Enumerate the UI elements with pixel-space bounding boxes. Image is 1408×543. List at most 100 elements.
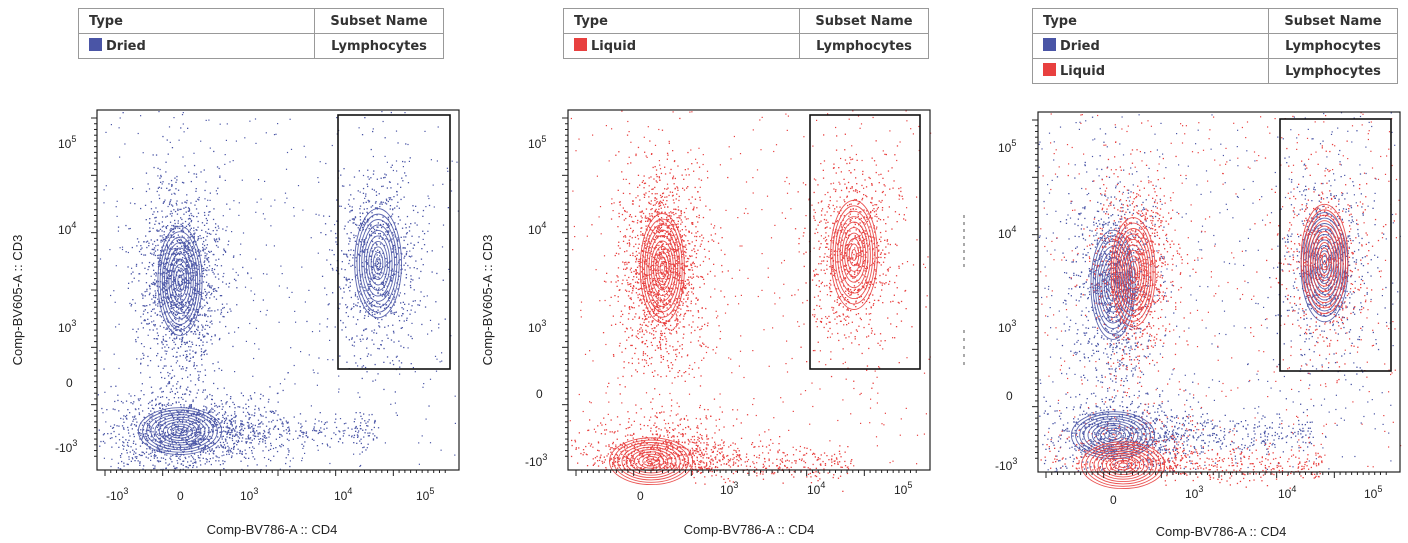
event-dot [195, 351, 197, 353]
event-dot [364, 328, 366, 330]
event-dot [395, 270, 397, 272]
event-dot [265, 465, 267, 467]
event-dot [162, 250, 164, 252]
event-dot [456, 161, 458, 163]
event-dot [167, 282, 169, 284]
event-dot [202, 246, 204, 249]
event-dot [166, 276, 169, 278]
event-dot [181, 429, 183, 432]
event-dot [305, 420, 307, 422]
event-dot [386, 230, 389, 232]
event-dot [659, 301, 662, 303]
event-dot [681, 286, 684, 289]
event-dot [205, 247, 208, 249]
event-dot [206, 267, 208, 269]
event-dot [193, 275, 195, 277]
event-dot [153, 240, 156, 243]
event-dot [326, 318, 329, 320]
event-dot [203, 409, 205, 411]
event-dot [175, 305, 177, 307]
event-dot [677, 340, 679, 343]
event-dot [173, 259, 175, 261]
event-dot [153, 338, 155, 340]
event-dot [224, 419, 227, 421]
event-dot [187, 427, 189, 430]
event-dot [223, 454, 225, 456]
event-dot [138, 280, 140, 282]
event-dot [155, 399, 157, 401]
event-dot [204, 435, 207, 437]
event-dot [180, 217, 182, 219]
event-dot [104, 391, 106, 393]
event-dot [151, 392, 153, 394]
event-dot [178, 316, 180, 318]
event-dot [391, 238, 393, 240]
event-dot [160, 396, 162, 398]
cd4-positive-gate[interactable] [337, 114, 451, 370]
event-dot [610, 324, 613, 326]
event-dot [345, 422, 347, 424]
event-dot [170, 199, 172, 201]
event-dot [658, 251, 661, 253]
event-dot [147, 318, 149, 320]
event-dot [137, 328, 139, 330]
event-dot [673, 202, 675, 204]
event-dot [647, 246, 649, 248]
event-dot [676, 238, 678, 240]
event-dot [181, 245, 183, 247]
event-dot [386, 161, 388, 163]
event-dot [628, 306, 631, 308]
event-dot [346, 306, 349, 308]
event-dot [208, 420, 211, 422]
event-dot [233, 443, 235, 445]
event-dot [172, 332, 174, 335]
event-dot [228, 332, 230, 334]
event-dot [603, 280, 606, 282]
event-dot [420, 291, 422, 293]
event-dot [305, 431, 308, 433]
event-dot [160, 301, 162, 304]
event-dot [179, 417, 181, 419]
event-dot [189, 404, 191, 406]
event-dot [230, 447, 233, 450]
event-dot [245, 441, 247, 443]
event-dot [168, 404, 170, 406]
event-dot [305, 435, 307, 437]
event-dot [197, 329, 199, 332]
event-dot [401, 227, 404, 229]
event-dot [230, 423, 232, 425]
event-dot [111, 446, 113, 448]
event-dot [180, 284, 182, 286]
event-dot [258, 348, 260, 350]
event-dot [237, 448, 239, 450]
event-dot [663, 286, 665, 288]
event-dot [409, 256, 412, 258]
legend-table: Type Subset Name Dried Lymphocytes [78, 8, 444, 59]
event-dot [286, 432, 288, 434]
event-dot [153, 467, 155, 470]
event-dot [220, 445, 223, 447]
event-dot [255, 258, 257, 260]
event-dot [148, 322, 150, 325]
event-dot [145, 241, 148, 243]
event-dot [359, 310, 362, 312]
event-dot [396, 194, 398, 196]
event-dot [242, 434, 244, 436]
event-dot [184, 343, 186, 345]
event-dot [360, 222, 362, 224]
event-dot [192, 247, 194, 249]
event-dot [407, 243, 409, 246]
event-dot [650, 200, 652, 202]
event-dot [279, 436, 281, 438]
event-dot [659, 321, 662, 323]
event-dot [192, 462, 194, 464]
event-dot [671, 220, 673, 222]
event-dot [204, 398, 206, 400]
event-dot [665, 278, 667, 280]
event-dot [229, 434, 232, 436]
event-dot [142, 352, 144, 355]
event-dot [196, 229, 198, 231]
event-dot [373, 329, 376, 331]
event-dot [202, 249, 204, 251]
event-dot [194, 279, 196, 281]
